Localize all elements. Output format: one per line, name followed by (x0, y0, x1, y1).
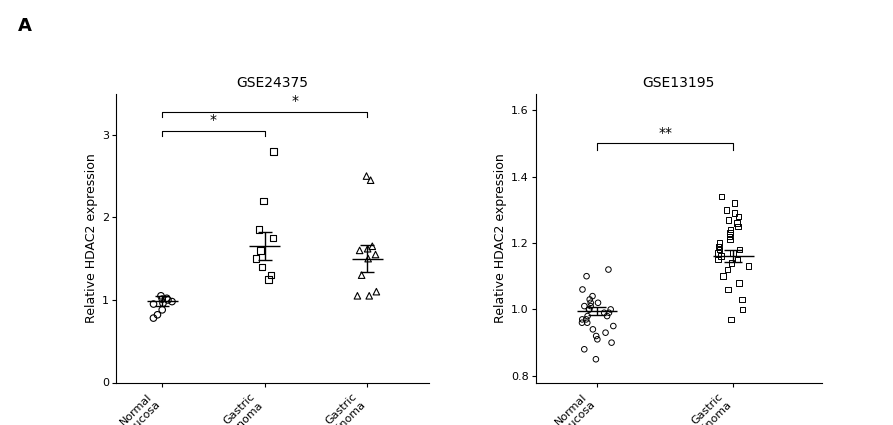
Text: **: ** (658, 126, 672, 140)
Text: *: * (292, 94, 299, 108)
Point (730, 256, 745, 263)
Point (598, 329, 613, 336)
Point (723, 236, 738, 243)
Point (165, 298, 179, 305)
Point (583, 303, 597, 309)
Point (723, 226, 738, 233)
Point (154, 292, 168, 299)
Point (588, 356, 603, 363)
Title: GSE24375: GSE24375 (237, 76, 308, 90)
Point (252, 227, 266, 233)
Point (604, 306, 618, 313)
Point (155, 296, 170, 303)
Point (730, 220, 744, 227)
Point (602, 309, 616, 316)
Point (711, 249, 725, 256)
Point (735, 296, 749, 303)
Point (591, 299, 605, 306)
Point (146, 314, 161, 321)
Point (262, 276, 276, 283)
Point (712, 243, 726, 250)
Point (736, 306, 750, 313)
Point (713, 240, 727, 246)
Point (365, 243, 380, 249)
Point (577, 346, 591, 353)
Point (254, 247, 268, 254)
Point (369, 251, 383, 258)
Point (577, 303, 591, 309)
Point (353, 247, 367, 254)
Point (589, 333, 604, 340)
Point (730, 223, 745, 230)
Point (724, 316, 739, 323)
Point (361, 255, 375, 262)
Point (716, 273, 730, 280)
Point (711, 256, 725, 263)
Point (161, 297, 175, 303)
Text: A: A (18, 17, 32, 35)
Point (601, 266, 615, 273)
Point (727, 200, 741, 207)
Point (580, 273, 594, 280)
Point (732, 246, 747, 253)
Point (255, 264, 270, 270)
Point (575, 286, 589, 293)
Y-axis label: Relative HDAC2 expression: Relative HDAC2 expression (494, 153, 507, 323)
Point (263, 272, 278, 278)
Point (266, 148, 280, 155)
Point (160, 295, 174, 302)
Point (369, 288, 383, 295)
Point (580, 319, 595, 326)
Point (575, 316, 589, 323)
Y-axis label: Relative HDAC2 expression: Relative HDAC2 expression (85, 153, 98, 323)
Point (720, 207, 734, 213)
Point (361, 245, 375, 252)
Point (597, 309, 612, 316)
Point (714, 193, 729, 200)
Point (586, 326, 600, 333)
Title: GSE13195: GSE13195 (642, 76, 715, 90)
Point (732, 280, 747, 286)
Point (362, 292, 376, 299)
Point (582, 306, 597, 313)
Point (359, 173, 373, 179)
Point (150, 312, 164, 318)
Point (248, 255, 263, 262)
Point (731, 213, 746, 220)
Point (146, 300, 161, 307)
Point (722, 286, 736, 293)
Point (721, 266, 735, 273)
Point (580, 313, 595, 320)
Point (727, 210, 741, 216)
Point (256, 198, 271, 204)
Point (355, 272, 369, 278)
Point (714, 253, 729, 260)
Point (722, 216, 736, 223)
Point (590, 336, 605, 343)
Point (579, 316, 593, 323)
Point (583, 299, 597, 306)
Point (156, 300, 171, 306)
Text: *: * (210, 113, 217, 128)
Point (726, 249, 740, 256)
Point (586, 293, 600, 300)
Point (350, 292, 364, 299)
Point (606, 323, 621, 329)
Point (741, 263, 755, 269)
Point (722, 233, 737, 240)
Point (600, 313, 614, 320)
Point (581, 306, 596, 313)
Point (605, 339, 619, 346)
Point (713, 246, 727, 253)
Point (155, 306, 170, 313)
Point (575, 319, 589, 326)
Point (582, 296, 597, 303)
Point (724, 260, 739, 266)
Point (722, 230, 737, 236)
Point (266, 235, 280, 241)
Point (363, 177, 378, 184)
